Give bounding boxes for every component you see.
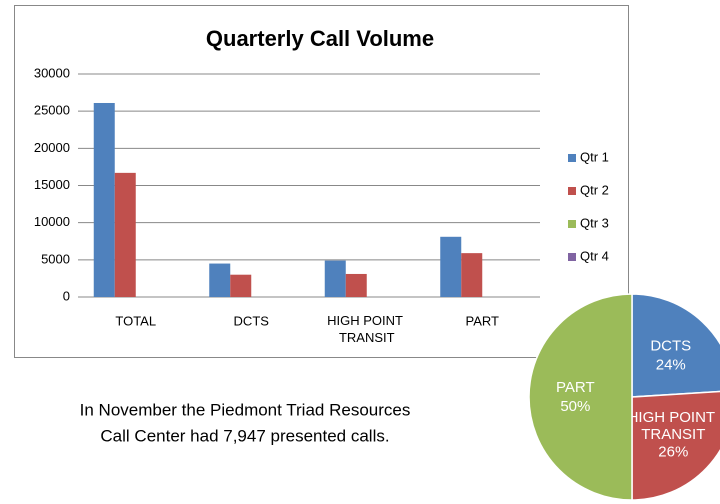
bar [345,273,367,297]
y-tick-label: 0 [63,288,70,303]
bar [114,172,136,297]
pie-label: DCTS [650,338,691,355]
y-tick-label: 15000 [34,177,70,192]
y-tick-label: 5000 [41,251,70,266]
chart-title: Quarterly Call Volume [206,26,434,51]
legend-swatch [568,220,576,228]
bar [93,102,115,298]
y-tick-label: 25000 [34,103,70,118]
legend-label: Qtr 1 [580,149,609,164]
pie-slice [528,293,633,501]
bar [230,274,252,297]
pie-label: PART [556,379,595,396]
pie-slice [631,390,720,501]
pie-label: HIGH POINT TRANSIT [628,409,719,443]
legend-label: Qtr 3 [580,215,609,230]
bar [440,236,462,297]
legend-swatch [568,154,576,162]
caption-line: Call Center had 7,947 presented calls. [100,426,389,445]
bar [461,253,483,297]
pie-slice [631,293,720,398]
legend-label: Qtr 4 [580,248,609,263]
bar [324,260,346,297]
y-tick-label: 10000 [34,214,70,229]
bar [209,263,231,297]
legend-swatch [568,253,576,261]
legend-swatch [568,187,576,195]
pie-value-label: 24% [656,357,686,374]
x-tick-label: HIGH POINT TRANSIT [327,313,406,345]
y-tick-label: 30000 [34,65,70,80]
legend-label: Qtr 2 [580,182,609,197]
caption-line: In November the Piedmont Triad Resources [80,400,411,419]
x-tick-label: DCTS [234,313,270,328]
y-tick-label: 20000 [34,140,70,155]
pie-value-label: 26% [658,444,688,461]
x-tick-label: TOTAL [115,313,156,328]
x-tick-label: PART [466,313,500,328]
pie-value-label: 50% [560,398,590,415]
